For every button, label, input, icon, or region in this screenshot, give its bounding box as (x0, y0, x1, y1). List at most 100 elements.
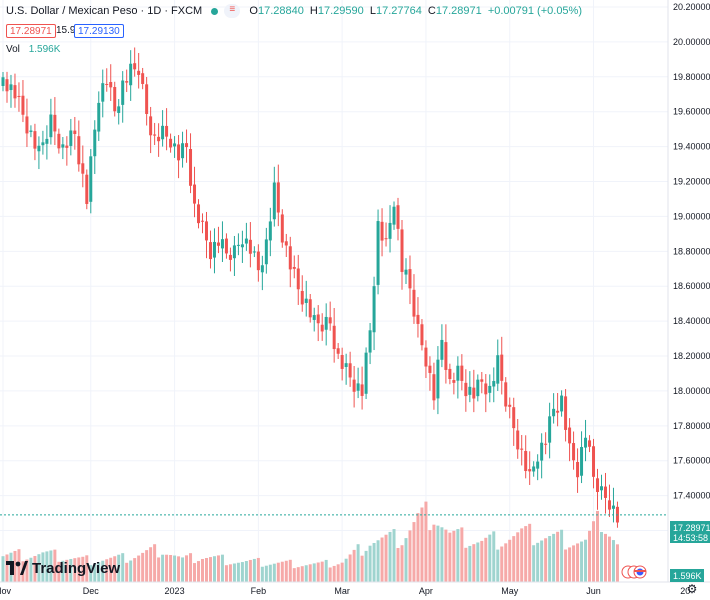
candle-body (500, 354, 504, 381)
candle-body (1, 77, 5, 86)
time-tick-label: Mar (334, 586, 350, 596)
candle-body (181, 143, 185, 159)
price-tick-label: 19.40000 (673, 142, 710, 152)
volume-bar (576, 543, 580, 582)
volume-bar (564, 549, 568, 582)
volume-bar (193, 563, 197, 582)
volume-bar (280, 561, 284, 582)
candle-body (5, 79, 9, 92)
candle-body (576, 461, 580, 478)
candle-body (611, 505, 615, 509)
volume-bar (101, 560, 105, 582)
candle-body (81, 163, 85, 174)
volume-bar (540, 540, 544, 582)
volume-bar (29, 557, 33, 582)
candle-body (61, 144, 65, 148)
volume-bar (33, 555, 37, 582)
candle-body (292, 266, 296, 269)
volume-bar (276, 562, 280, 582)
volume-bar (53, 549, 57, 582)
tradingview-logo-text: TradingView (32, 559, 121, 577)
candle-body (592, 446, 596, 477)
volume-bar (5, 554, 9, 582)
candle-body (161, 125, 165, 140)
candle-body (548, 416, 552, 443)
candle-body (276, 182, 280, 213)
ohlc-high: H17.29590 (309, 4, 364, 17)
volume-bar (189, 553, 193, 582)
volume-bar (376, 540, 380, 582)
volume-bar (472, 544, 476, 582)
candle-body (380, 221, 384, 241)
price-tick-label: 17.40000 (673, 491, 710, 501)
candle-body (332, 325, 336, 350)
candle-body (41, 142, 45, 146)
volume-bar (308, 564, 312, 582)
volume-bar (145, 550, 149, 582)
symbol-title[interactable]: U.S. Dollar / Mexican Peso · 1D · FXCM (6, 4, 203, 17)
volume-bar (117, 554, 121, 582)
candle-body (504, 382, 508, 407)
visibility-toggle-icon[interactable]: ≡ (224, 4, 241, 18)
volume-bar (448, 532, 452, 582)
volume-bar (480, 540, 484, 582)
volume-bar (197, 561, 201, 582)
candle-body (584, 437, 588, 448)
candle-body (65, 145, 69, 148)
candle-body (129, 63, 133, 86)
volume-bar (428, 530, 432, 582)
time-tick-label: Apr (419, 586, 433, 596)
volume-bar (201, 558, 204, 582)
candle-body (280, 214, 284, 243)
time-tick-label: 2023 (165, 586, 185, 596)
volume-bar (264, 565, 268, 582)
volume-bar (316, 562, 320, 582)
volume-bar (85, 555, 89, 582)
candle-body (25, 116, 29, 134)
volume-bar (348, 554, 352, 582)
candle-body (516, 430, 520, 450)
volume-bar (568, 547, 572, 582)
candle-body (69, 130, 73, 146)
volume-bar (133, 558, 137, 582)
volume-bar (228, 564, 232, 582)
ohlc-close: C17.28971 (427, 4, 482, 17)
candle-body (472, 387, 476, 399)
sell-price-button[interactable]: 17.28971 (6, 24, 56, 38)
candle-body (372, 286, 376, 333)
volume-bar (336, 564, 340, 582)
candle-body (580, 447, 584, 476)
volume-bar (169, 554, 173, 582)
volume-bar (165, 554, 169, 582)
volume-bar (572, 545, 576, 582)
candle-body (224, 238, 228, 254)
last-price-tag: 17.28971 14:53:58 (670, 521, 710, 543)
volume-bar (109, 557, 113, 582)
settings-gear-icon[interactable]: ⚙ (686, 582, 698, 596)
buy-price-button[interactable]: 17.29130 (74, 24, 124, 38)
candle-body (228, 254, 232, 260)
time-tick-label: Jun (586, 586, 601, 596)
flag-icon[interactable] (621, 565, 647, 579)
volume-bar (173, 555, 177, 582)
volume-bar (484, 537, 488, 582)
candle-body (424, 347, 428, 367)
tradingview-logo[interactable]: TradingView (6, 557, 120, 579)
candle-body (368, 330, 372, 353)
volume-bar (252, 558, 256, 582)
price-tick-label: 18.40000 (673, 316, 710, 326)
candle-body (85, 174, 89, 204)
volume-bar (488, 534, 492, 582)
volume-bar (388, 531, 392, 582)
candle-body (57, 133, 61, 149)
candle-body (556, 410, 560, 413)
candle-body (440, 339, 444, 360)
volume-bar (125, 562, 129, 582)
candle-body (149, 116, 153, 136)
candle-body (169, 138, 173, 148)
price-tick-label: 17.80000 (673, 421, 710, 431)
volume-bar (161, 554, 165, 582)
price-tick-label: 19.20000 (673, 177, 710, 187)
time-axis: Nov Dec 2023 Feb Mar Apr May Jun 20 (0, 586, 690, 596)
